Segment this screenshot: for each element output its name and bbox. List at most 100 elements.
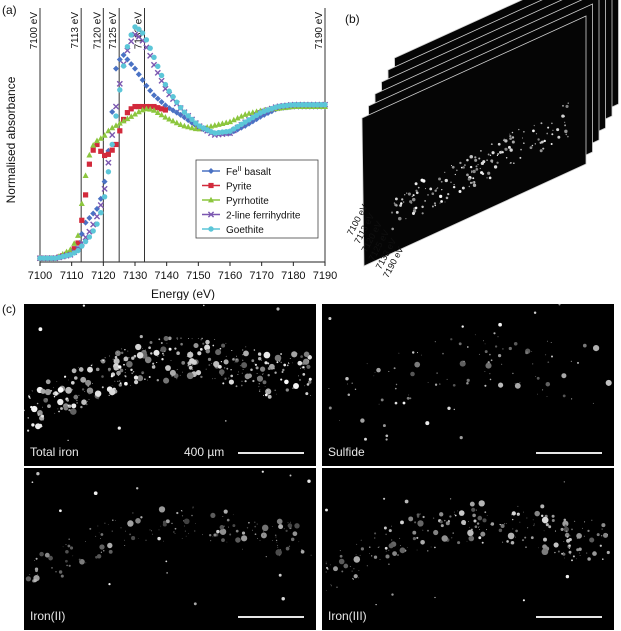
data-point [109, 124, 116, 131]
data-point [98, 210, 104, 216]
data-point [128, 32, 134, 38]
data-point [307, 101, 313, 108]
data-point [147, 106, 154, 112]
data-point [116, 80, 123, 87]
data-point [82, 238, 89, 245]
data-point [37, 255, 43, 261]
energy-line-label: 7100 eV [29, 12, 40, 50]
data-point [318, 101, 324, 108]
data-point [181, 122, 188, 129]
data-point [208, 196, 214, 203]
data-point [174, 99, 180, 105]
map-label-sulfide: Sulfide [328, 445, 365, 459]
data-point [132, 110, 138, 117]
data-point [159, 106, 165, 112]
data-point [295, 101, 302, 108]
map-sulfide-image [328, 304, 612, 441]
series-goethite [37, 24, 328, 261]
data-point [48, 255, 55, 261]
data-point [101, 178, 108, 185]
data-point [128, 106, 134, 112]
data-point [140, 103, 146, 110]
scale-bar [238, 452, 304, 454]
data-point [75, 247, 81, 254]
data-point [193, 120, 199, 126]
data-point [139, 77, 146, 84]
data-point [181, 109, 188, 115]
legend-entry: 2-line ferrihydrite [226, 211, 301, 222]
data-point [105, 151, 111, 157]
data-point [185, 123, 192, 130]
panel-label-a: (a) [2, 3, 17, 17]
legend: FeII basalt Pyrite Pyrrhotite 2-line ferrih… [195, 159, 319, 239]
data-point [117, 87, 123, 93]
data-point [128, 113, 135, 119]
data-point [120, 52, 127, 59]
data-point [170, 107, 176, 114]
scale-bar [536, 616, 602, 618]
data-point [79, 217, 85, 223]
data-point [71, 240, 78, 246]
data-point [41, 255, 47, 261]
data-point [158, 111, 165, 118]
data-point [86, 215, 93, 222]
data-point [90, 228, 96, 234]
data-point [90, 147, 96, 153]
data-point [135, 71, 142, 78]
data-point [151, 103, 157, 110]
data-point [128, 38, 135, 45]
data-point [82, 172, 89, 178]
data-point [177, 121, 184, 128]
energy-line-label: 7113 eV [70, 12, 81, 49]
map-total-iron-image [24, 304, 312, 442]
stack-front-image [390, 102, 569, 231]
data-point [207, 211, 215, 218]
x-tick-label: 7160 [218, 270, 242, 282]
scale-bar [238, 616, 304, 618]
data-point [86, 161, 92, 167]
energy-line-label: 7190 eV [314, 12, 325, 50]
data-point [128, 61, 135, 68]
energy-line-label: 7120 eV [92, 12, 103, 50]
scale-bar-label: 400 µm [184, 445, 225, 459]
data-point [90, 142, 97, 148]
data-point [44, 255, 51, 261]
map-iron-iii-image [325, 481, 610, 606]
x-tick-label: 7190 [313, 270, 337, 282]
map-iron-ii: Iron(II) [24, 468, 316, 630]
data-point [102, 152, 108, 159]
data-point [143, 82, 150, 89]
x-tick-label: 7110 [60, 270, 84, 282]
data-point [154, 109, 161, 116]
data-point [227, 118, 233, 125]
panel-label-c: (c) [2, 302, 16, 316]
data-point [147, 87, 154, 94]
data-point [132, 103, 138, 110]
data-point [170, 117, 176, 124]
data-point [162, 81, 169, 88]
data-point [230, 116, 237, 123]
map-total-iron: Total iron 400 µm [24, 304, 316, 466]
data-point [151, 107, 157, 113]
data-point [291, 101, 298, 108]
map-iron-ii-image [25, 470, 312, 606]
data-point [109, 141, 115, 148]
data-point [79, 243, 85, 249]
data-point [155, 105, 161, 111]
map-iron-iii: Iron(III) [322, 468, 614, 630]
data-point [185, 113, 191, 119]
x-tick-label: 7170 [249, 270, 273, 282]
data-point [98, 148, 104, 154]
data-point [147, 45, 153, 51]
data-point [154, 95, 161, 102]
legend-box [195, 159, 319, 239]
data-point [173, 119, 180, 126]
data-point [136, 26, 142, 32]
data-point [177, 104, 184, 111]
map-sulfide: Sulfide [322, 304, 614, 466]
data-point [71, 246, 77, 252]
data-point [132, 65, 138, 72]
data-point [105, 159, 112, 166]
data-point [162, 113, 169, 120]
